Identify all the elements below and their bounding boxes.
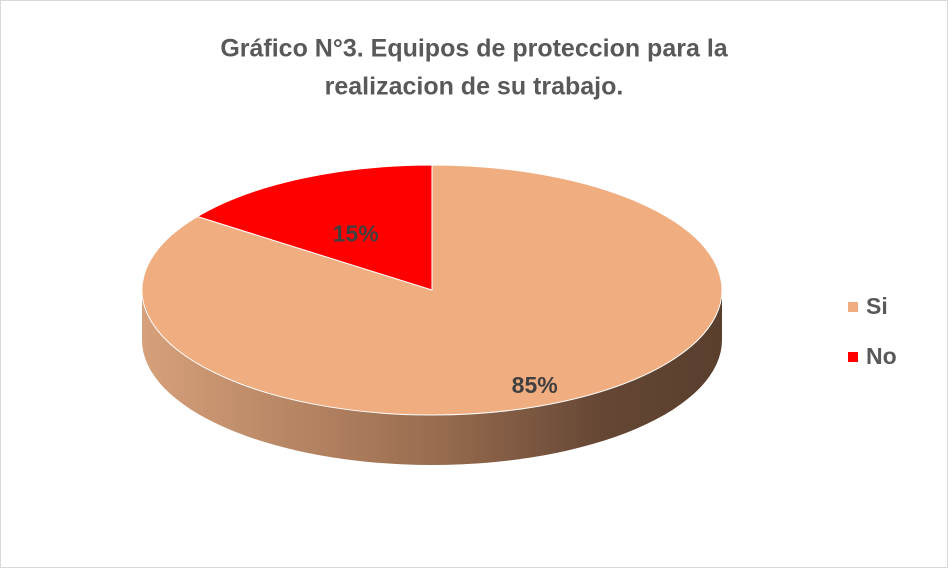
data-label: 15% [333, 220, 379, 246]
title-line: realizacion de su trabajo. [325, 73, 624, 101]
slice [196, 164, 433, 291]
chart-title: Gráfico N°3. Equipos de proteccion para … [220, 35, 728, 101]
legend-label: Si [866, 293, 888, 319]
legend-swatch [848, 302, 858, 312]
legend-label: No [866, 343, 897, 369]
data-label: 85% [512, 372, 558, 398]
legend-swatch [848, 352, 858, 362]
title-line: Gráfico N°3. Equipos de proteccion para … [220, 35, 728, 63]
slice-side [142, 290, 722, 465]
